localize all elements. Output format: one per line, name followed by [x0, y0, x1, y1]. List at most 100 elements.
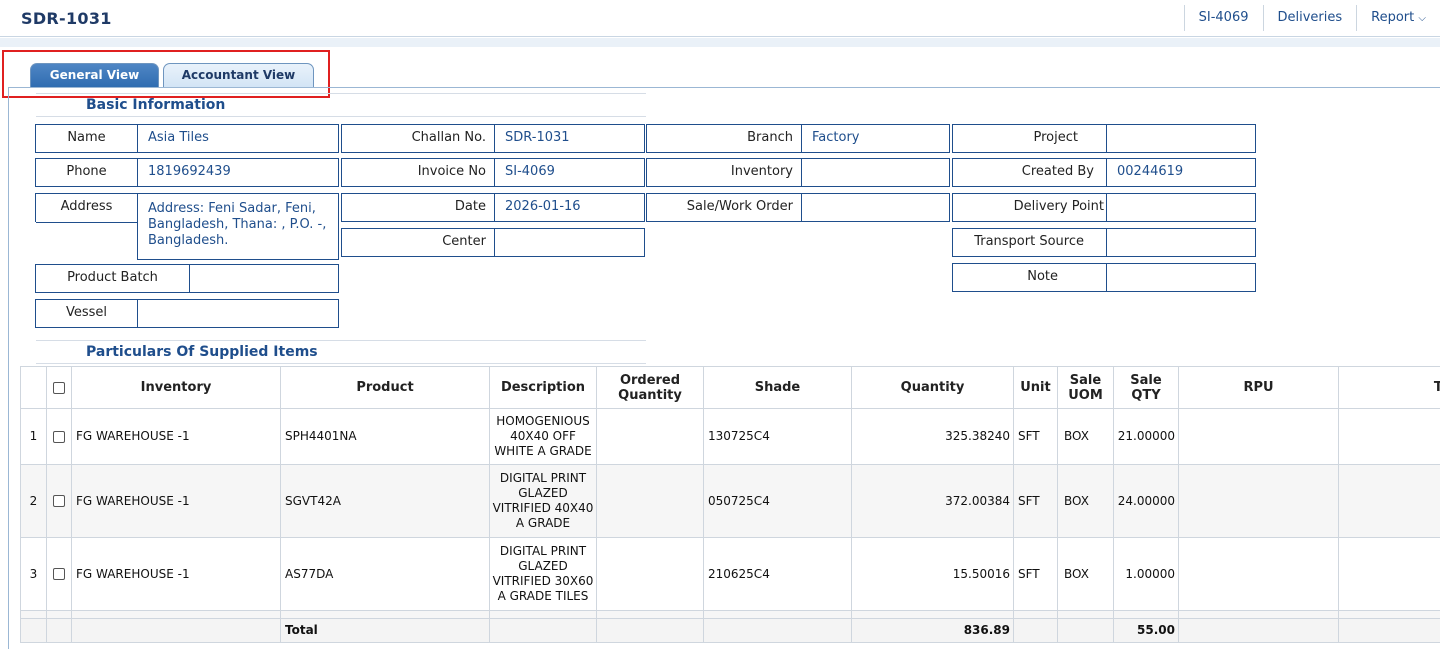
vessel-value: [138, 300, 148, 327]
top-bar: SDR-1031 SI-4069 Deliveries Report ⌵: [0, 0, 1440, 37]
sale-order-field: Sale/Work Order: [646, 193, 950, 222]
center-value: [495, 229, 505, 256]
deliveries-link[interactable]: Deliveries: [1262, 5, 1357, 31]
inventory-cell: FG WAREHOUSE -1: [71, 408, 281, 465]
sale-qty-header: Sale QTY: [1113, 366, 1179, 409]
project-field: Project: [952, 124, 1256, 153]
quantity-cell: 372.00384: [851, 464, 1014, 538]
address-value: Address: Feni Sadar, Feni, Bangladesh, T…: [148, 201, 327, 248]
product-cell: SGVT42A: [280, 464, 490, 538]
tab-general-view[interactable]: General View: [30, 63, 159, 88]
shade-header: Shade: [703, 366, 852, 409]
product-batch-label: Product Batch: [36, 265, 190, 292]
center-field: Center: [341, 228, 645, 257]
project-value: [1107, 125, 1117, 152]
branch-label: Branch: [647, 125, 802, 152]
unit-cell: SFT: [1013, 464, 1058, 538]
product-header: Product: [280, 366, 490, 409]
delivery-point-value: [1107, 194, 1117, 221]
items-table: Inventory Product Description Ordered Qu…: [20, 366, 1440, 643]
row-number: 1: [20, 408, 47, 465]
report-label: Report: [1371, 10, 1415, 25]
name-value: Asia Tiles: [148, 130, 209, 145]
shade-cell: 130725C4: [703, 408, 852, 465]
table-spacer-row: [20, 610, 1440, 619]
inventory-field: Inventory: [646, 158, 950, 187]
inventory-value: [802, 159, 812, 186]
challan-label: Challan No.: [342, 125, 495, 152]
challan-field: Challan No. SDR-1031: [341, 124, 645, 153]
product-batch-value: [190, 265, 200, 292]
phone-value: 1819692439: [148, 164, 231, 179]
inventory-label: Inventory: [647, 159, 802, 186]
branch-field: Branch Factory: [646, 124, 950, 153]
invoice-value: SI-4069: [505, 164, 555, 179]
sale-uom-cell: BOX: [1057, 537, 1114, 611]
section-divider: [36, 363, 646, 364]
ordered-quantity-cell: [596, 464, 704, 538]
phone-label: Phone: [36, 159, 138, 186]
quantity-header: Quantity: [851, 366, 1014, 409]
unit-header: Unit: [1013, 366, 1058, 409]
name-label: Name: [36, 125, 138, 152]
table-header-row: Inventory Product Description Ordered Qu…: [20, 366, 1440, 409]
sale-uom-cell: BOX: [1057, 464, 1114, 538]
shade-cell: 050725C4: [703, 464, 852, 538]
row-number: 3: [20, 537, 47, 611]
invoice-link[interactable]: SI-4069: [1183, 5, 1263, 31]
report-menu[interactable]: Report ⌵: [1356, 5, 1440, 31]
sale-order-value: [802, 194, 812, 221]
select-all-checkbox[interactable]: [46, 366, 72, 409]
center-label: Center: [342, 229, 495, 256]
chevron-down-icon: ⌵: [1418, 13, 1426, 24]
created-by-label: Created By: [953, 159, 1107, 186]
sale-qty-cell: 1.00000: [1113, 537, 1179, 611]
table-row: 1 FG WAREHOUSE -1 SPH4401NA HOMOGENIOUS …: [20, 408, 1440, 465]
rpu-header: RPU: [1178, 366, 1339, 409]
transport-source-field: Transport Source: [952, 228, 1256, 257]
note-field: Note: [952, 263, 1256, 292]
product-cell: SPH4401NA: [280, 408, 490, 465]
section-divider: [36, 93, 646, 94]
total-cell: [1338, 464, 1440, 538]
table-total-row: Total 836.89 55.00: [20, 618, 1440, 643]
shade-cell: 210625C4: [703, 537, 852, 611]
date-field: Date 2026-01-16: [341, 193, 645, 222]
ordered-quantity-header: Ordered Quantity: [596, 366, 704, 409]
branch-value: Factory: [812, 130, 860, 145]
name-field: Name Asia Tiles: [35, 124, 339, 153]
inventory-cell: FG WAREHOUSE -1: [71, 537, 281, 611]
sale-uom-cell: BOX: [1057, 408, 1114, 465]
inventory-header: Inventory: [71, 366, 281, 409]
created-by-field: Created By 00244619: [952, 158, 1256, 187]
transport-source-label: Transport Source: [953, 229, 1107, 256]
page-title: SDR-1031: [21, 9, 112, 28]
unit-cell: SFT: [1013, 408, 1058, 465]
description-cell: HOMOGENIOUS 40X40 OFF WHITE A GRADE: [489, 408, 597, 465]
row-checkbox[interactable]: [46, 537, 72, 611]
row-checkbox[interactable]: [46, 464, 72, 538]
address-label: Address: [36, 194, 138, 223]
tab-accountant-view[interactable]: Accountant View: [163, 63, 314, 88]
particulars-title: Particulars Of Supplied Items: [86, 344, 318, 360]
rpu-cell: [1178, 464, 1339, 538]
sale-uom-header: Sale UOM: [1057, 366, 1114, 409]
challan-value: SDR-1031: [505, 130, 570, 145]
section-divider: [36, 340, 646, 341]
description-header: Description: [489, 366, 597, 409]
vessel-field: Vessel: [35, 299, 339, 328]
delivery-point-field: Delivery Point: [952, 193, 1256, 222]
address-value-box: Address: Feni Sadar, Feni, Bangladesh, T…: [137, 193, 339, 260]
note-value: [1107, 264, 1117, 291]
total-quantity: 836.89: [851, 618, 1014, 643]
invoice-label: Invoice No: [342, 159, 495, 186]
description-cell: DIGITAL PRINT GLAZED VITRIFIED 30X60 A G…: [489, 537, 597, 611]
row-checkbox[interactable]: [46, 408, 72, 465]
sale-order-label: Sale/Work Order: [647, 194, 802, 221]
content-frame: [8, 87, 1440, 649]
quantity-cell: 15.50016: [851, 537, 1014, 611]
total-header: To: [1338, 366, 1440, 409]
rpu-cell: [1178, 408, 1339, 465]
date-value: 2026-01-16: [505, 199, 581, 214]
inventory-cell: FG WAREHOUSE -1: [71, 464, 281, 538]
